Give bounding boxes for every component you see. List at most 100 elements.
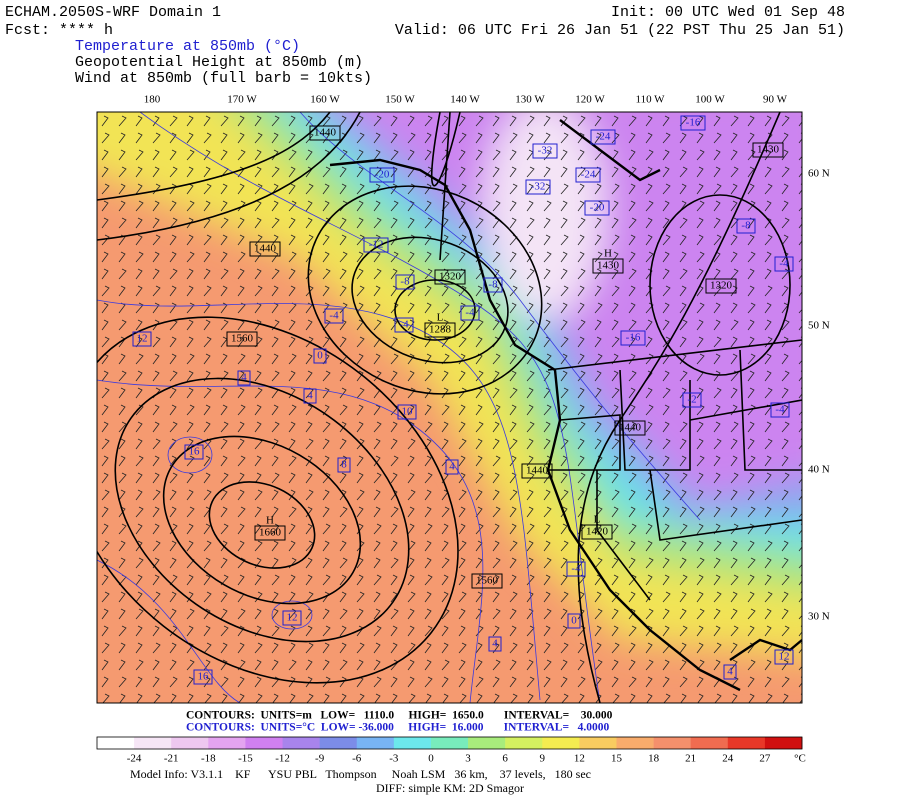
temperature-label: -20 — [584, 200, 610, 216]
height-contour-info: CONTOURS: UNITS=m LOW= 1110.0 HIGH= 1650… — [186, 710, 613, 722]
temperature-label-text: -20 — [375, 169, 390, 181]
temperature-label-box — [525, 179, 551, 195]
colorbar-swatch — [319, 737, 358, 749]
longitude-label: 100 W — [695, 94, 725, 106]
colorbar-swatch — [282, 737, 320, 749]
colorbar-label: 27 — [759, 753, 771, 765]
colorbar-swatch — [727, 737, 766, 749]
temperature-label: 10 — [397, 404, 417, 420]
temperature-label-text: 4 — [727, 666, 733, 678]
pressure-center-symbol: L — [594, 514, 601, 526]
temperature-label-text: -20 — [590, 202, 605, 214]
colorbar-unit: °C — [794, 753, 806, 765]
height-label: 1320 — [434, 269, 466, 285]
map-frame — [96, 111, 803, 704]
temperature-label-text: 4 — [449, 461, 455, 473]
height-label-text: 1560 — [231, 333, 254, 345]
temperature-label-box — [483, 277, 503, 293]
pressure-center-value: 1288 — [424, 322, 456, 338]
temperature-label: -4 — [566, 561, 586, 577]
temperature-label-text: -16 — [626, 332, 641, 344]
temperature-label-text: 12 — [779, 651, 790, 663]
height-contour — [649, 194, 791, 376]
temperature-label: -20 — [369, 167, 395, 183]
temperature-contour — [139, 112, 601, 703]
border — [547, 339, 802, 371]
height-contour — [430, 112, 461, 187]
temperature-contour — [97, 299, 541, 701]
pressure-center-value: 1420 — [581, 524, 613, 540]
pressure-center-value-box — [424, 322, 456, 338]
height-label: 1440 — [614, 420, 646, 436]
temperature-label: 12 — [132, 331, 152, 347]
shade-coldest — [485, 112, 605, 320]
temperature-label-text: -4 — [465, 307, 475, 319]
colorbar-label: -12 — [275, 753, 290, 765]
temperature-label: 0 — [313, 348, 327, 364]
border — [619, 369, 691, 471]
temperature-label-text: -4 — [779, 258, 789, 270]
colorbar-label: 15 — [611, 753, 623, 765]
colorbar-label: 24 — [722, 753, 734, 765]
wind-barbs — [101, 115, 802, 703]
temperature-label-text: -4 — [775, 404, 785, 416]
temperature-contour — [271, 600, 313, 630]
pressure-center-value: 1660 — [254, 525, 286, 541]
temperature-label-box — [313, 348, 327, 364]
colorbar-label: 3 — [465, 753, 471, 765]
temperature-label-box — [397, 404, 417, 420]
temperature-label-box — [566, 561, 586, 577]
temperature-label-text: 16 — [189, 446, 201, 458]
temperature-label-text: 4 — [241, 372, 247, 384]
temperature-label-text: -8 — [400, 276, 410, 288]
colorbar-swatch — [245, 737, 283, 749]
height-label-text: 1320 — [439, 271, 462, 283]
colorbar-label: 18 — [648, 753, 660, 765]
height-label-box — [249, 241, 281, 257]
border — [596, 470, 651, 601]
pressure-center-value-box — [581, 524, 613, 540]
border — [739, 349, 802, 471]
field-height: Geopotential Height at 850mb (m) — [75, 54, 363, 71]
temperature-label-text: -2 — [687, 394, 696, 406]
temperature-label-box — [774, 649, 794, 665]
temperature-contours — [97, 112, 701, 703]
temperature-label: 12 — [774, 649, 794, 665]
pressure-center-value-box — [254, 525, 286, 541]
temperature-label-text: 0 — [571, 615, 577, 627]
colorbar-swatch — [134, 737, 172, 749]
temperature-label-box — [488, 636, 502, 652]
temperature-label-text: 16 — [198, 671, 210, 683]
temperature-label-box — [680, 115, 706, 131]
temperature-label: -8 — [736, 218, 756, 234]
height-label-text: 1440 — [314, 127, 337, 139]
height-label: 1440 — [249, 241, 281, 257]
colorbar-label: 9 — [540, 753, 546, 765]
temperature-label: 0 — [567, 613, 581, 629]
colorbar-label: 12 — [574, 753, 585, 765]
height-label-box — [521, 463, 553, 479]
temperature-label-text: -8 — [488, 279, 498, 291]
temperature-label-box — [460, 305, 480, 321]
colorbar-swatch — [468, 737, 506, 749]
colorbar-label: -9 — [315, 753, 325, 765]
height-label-text: 1430 — [757, 144, 780, 156]
temperature-label: -32 — [532, 143, 558, 159]
pressure-center-symbol: L — [437, 312, 444, 324]
colorbar-swatch — [505, 737, 543, 749]
pressure-center-value-text: 1420 — [586, 526, 609, 538]
coastline — [559, 119, 661, 182]
temperature-label: -8 — [483, 277, 503, 293]
temperature-label-box — [590, 129, 616, 145]
colorbar-label: 21 — [685, 753, 696, 765]
temperature-label-box — [369, 167, 395, 183]
colorbar-label: -21 — [164, 753, 179, 765]
colorbar-swatch — [653, 737, 691, 749]
colorbar-swatch — [430, 737, 469, 749]
longitude-label: 110 W — [635, 94, 665, 106]
latitude-label: 40 N — [808, 464, 830, 476]
temperature-label: -12 — [363, 237, 389, 253]
longitude-label: 90 W — [763, 94, 788, 106]
height-label-box — [752, 142, 784, 158]
